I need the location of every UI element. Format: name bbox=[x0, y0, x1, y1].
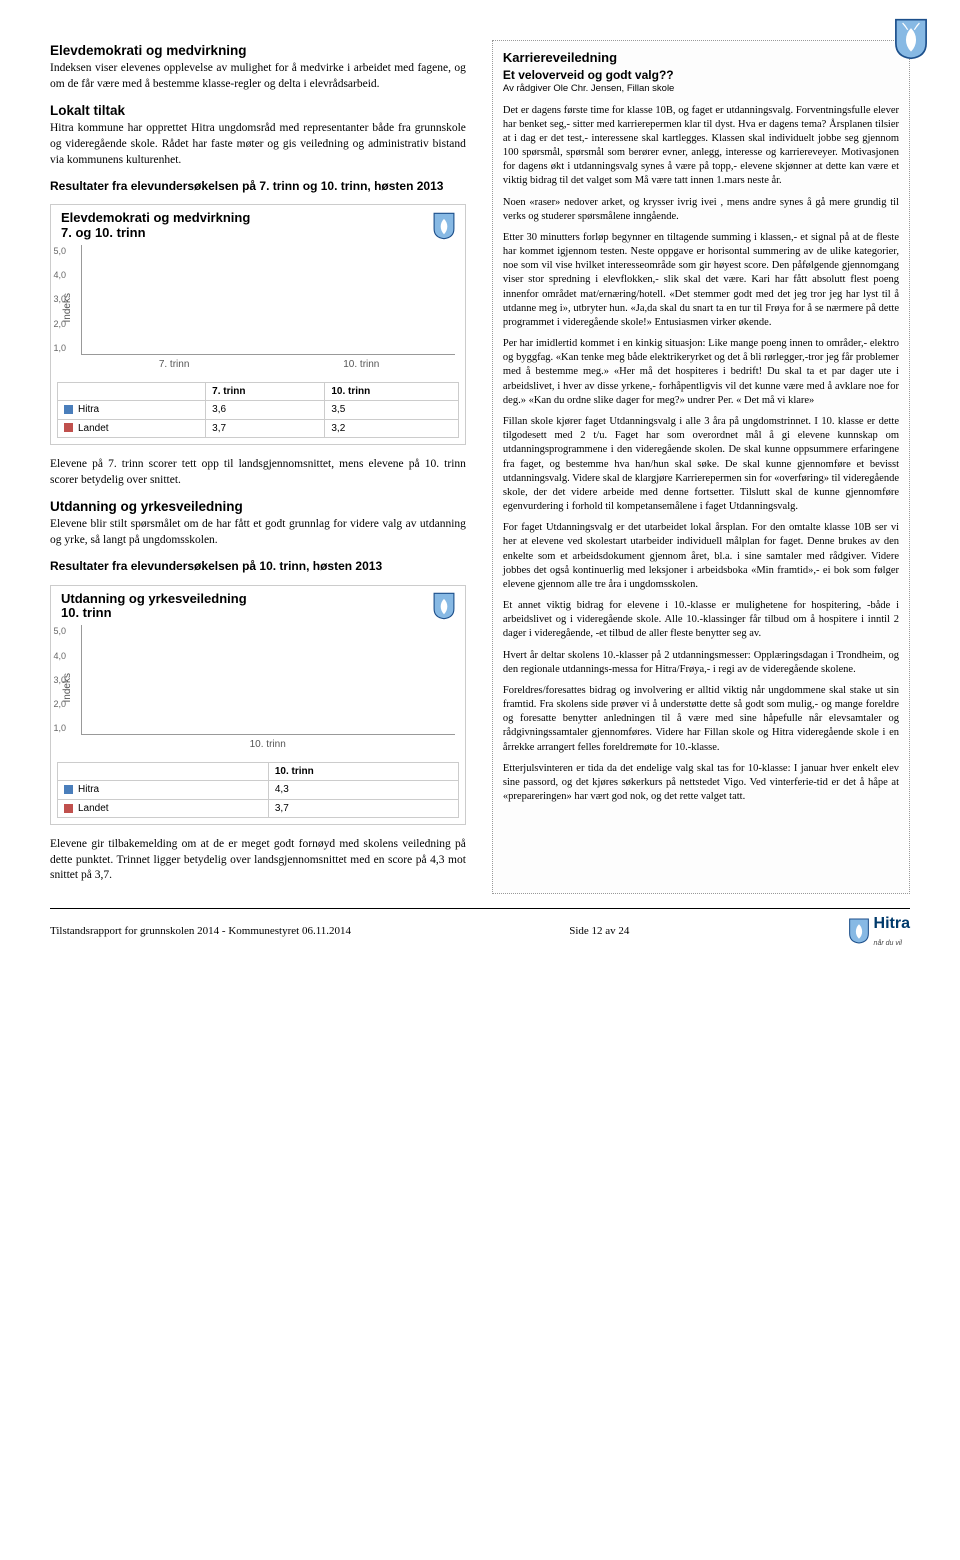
sidebar-body: Det er dagens første time for klasse 10B… bbox=[503, 104, 899, 805]
th: 7. trinn bbox=[206, 382, 325, 401]
legend-label: Landet bbox=[78, 803, 109, 814]
sidebar-paragraph: Etter 30 minutters forløp begynner en ti… bbox=[503, 231, 899, 330]
section1-results-heading: Resultater fra elevundersøkelsen på 7. t… bbox=[50, 178, 466, 194]
footer-logo: Hitra når du vil bbox=[848, 913, 910, 949]
xtick: 7. trinn bbox=[81, 358, 268, 372]
ytick: 3,0 bbox=[54, 674, 67, 686]
ytick: 5,0 bbox=[54, 245, 67, 257]
sidebar-paragraph: For faget Utdanningsvalg er det utarbeid… bbox=[503, 521, 899, 592]
section2-p2: Elevene gir tilbakemelding om at de er m… bbox=[50, 837, 466, 884]
xtick: 10. trinn bbox=[268, 358, 455, 372]
legend-square-hitra bbox=[64, 785, 73, 794]
chart-elevdemokrati: Elevdemokrati og medvirkning 7. og 10. t… bbox=[50, 204, 466, 445]
chart2-title1: Utdanning og yrkesveiledning bbox=[61, 592, 247, 607]
section1-intro: Indeksen viser elevenes opplevelse av mu… bbox=[50, 61, 466, 92]
ytick: 2,0 bbox=[54, 318, 67, 330]
section2-results-heading: Resultater fra elevundersøkelsen på 10. … bbox=[50, 558, 466, 574]
sidebar-article: Karriereveiledning Et veloverveid og god… bbox=[492, 40, 910, 894]
cell: 3,5 bbox=[325, 401, 459, 420]
footer-brand: Hitra bbox=[874, 915, 910, 932]
sidebar-paragraph: Fillan skole kjører faget Utdanningsvalg… bbox=[503, 415, 899, 514]
ytick: 3,0 bbox=[54, 293, 67, 305]
sidebar-subtitle: Et veloverveid og godt valg?? bbox=[503, 67, 899, 83]
left-column: Elevdemokrati og medvirkning Indeksen vi… bbox=[50, 40, 466, 894]
cell: 4,3 bbox=[268, 781, 458, 800]
footer-page: Side 12 av 24 bbox=[569, 924, 629, 939]
page-footer: Tilstandsrapport for grunnskolen 2014 - … bbox=[50, 908, 910, 949]
sidebar-title: Karriereveiledning bbox=[503, 49, 899, 67]
hitra-shield-logo bbox=[894, 18, 928, 60]
chart1-plot: 5,0 4,0 3,0 2,0 1,0 bbox=[81, 245, 455, 355]
sidebar-paragraph: Per har imidlertid kommet i en kinkig si… bbox=[503, 337, 899, 408]
chart2-title2: 10. trinn bbox=[61, 606, 247, 621]
section1-title: Elevdemokrati og medvirkning bbox=[50, 42, 466, 60]
legend-square-landet bbox=[64, 423, 73, 432]
footer-left: Tilstandsrapport for grunnskolen 2014 - … bbox=[50, 924, 351, 939]
ytick: 4,0 bbox=[54, 269, 67, 281]
legend-label: Hitra bbox=[78, 784, 99, 795]
chart1-title2: 7. og 10. trinn bbox=[61, 226, 250, 241]
cell: 3,2 bbox=[325, 419, 459, 438]
section1-p2: Hitra kommune har opprettet Hitra ungdom… bbox=[50, 121, 466, 168]
ytick: 4,0 bbox=[54, 650, 67, 662]
section2-title: Utdanning og yrkesveiledning bbox=[50, 498, 466, 516]
th: 10. trinn bbox=[268, 762, 458, 781]
xtick: 10. trinn bbox=[81, 738, 455, 752]
legend-label: Hitra bbox=[78, 404, 99, 415]
section1-subtitle: Lokalt tiltak bbox=[50, 102, 466, 120]
chart1-table: 7. trinn10. trinn Hitra 3,63,5 Landet 3,73… bbox=[57, 382, 459, 439]
legend-square-landet bbox=[64, 804, 73, 813]
sidebar-paragraph: Et annet viktig bidrag for elevene i 10.… bbox=[503, 599, 899, 642]
section2-p1: Elevene blir stilt spørsmålet om de har … bbox=[50, 517, 466, 548]
sidebar-byline: Av rådgiver Ole Chr. Jensen, Fillan skol… bbox=[503, 83, 899, 96]
sidebar-paragraph: Noen «raser» nedover arket, og krysser i… bbox=[503, 196, 899, 224]
chart1-title1: Elevdemokrati og medvirkning bbox=[61, 211, 250, 226]
ytick: 5,0 bbox=[54, 625, 67, 637]
section1-p3: Elevene på 7. trinn scorer tett opp til … bbox=[50, 457, 466, 488]
sidebar-paragraph: Hvert år deltar skolens 10.-klasser på 2… bbox=[503, 649, 899, 677]
sidebar-paragraph: Etterjulsvinteren er tida da det endelig… bbox=[503, 762, 899, 805]
th: 10. trinn bbox=[325, 382, 459, 401]
chart-utdanning: Utdanning og yrkesveiledning 10. trinn I… bbox=[50, 585, 466, 826]
ytick: 2,0 bbox=[54, 698, 67, 710]
footer-slogan: når du vil bbox=[874, 940, 902, 947]
chart2-table: 10. trinn Hitra 4,3 Landet 3,7 bbox=[57, 762, 459, 819]
chart2-plot: 5,0 4,0 3,0 2,0 1,0 bbox=[81, 625, 455, 735]
hitra-shield-icon bbox=[433, 212, 455, 240]
sidebar-paragraph: Foreldres/foresattes bidrag og involveri… bbox=[503, 684, 899, 755]
legend-square-hitra bbox=[64, 405, 73, 414]
cell: 3,7 bbox=[268, 799, 458, 818]
legend-label: Landet bbox=[78, 423, 109, 434]
cell: 3,6 bbox=[206, 401, 325, 420]
hitra-shield-icon bbox=[433, 592, 455, 620]
sidebar-paragraph: Det er dagens første time for klasse 10B… bbox=[503, 104, 899, 189]
ytick: 1,0 bbox=[54, 342, 67, 354]
cell: 3,7 bbox=[206, 419, 325, 438]
hitra-shield-icon bbox=[848, 918, 870, 944]
ytick: 1,0 bbox=[54, 722, 67, 734]
